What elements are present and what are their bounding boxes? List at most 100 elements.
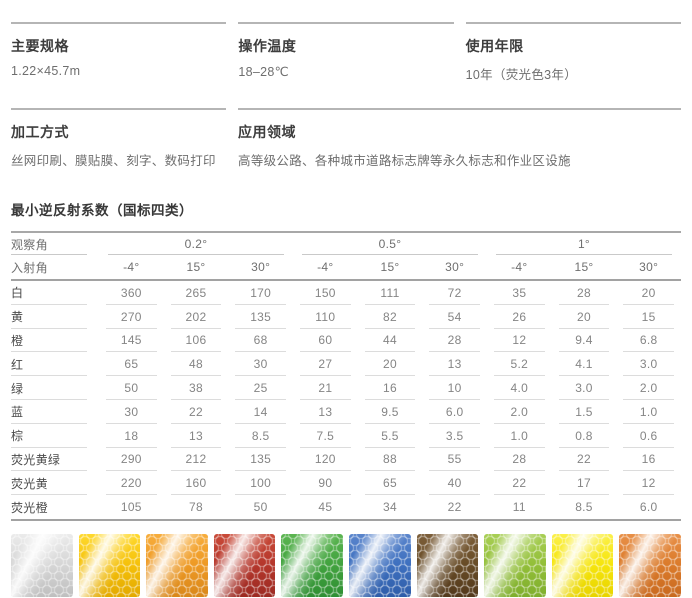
table-cell: 54	[422, 305, 487, 329]
swatch-white	[11, 533, 73, 597]
table-cell: 106	[164, 329, 229, 353]
row-label: 橙	[11, 329, 99, 353]
table-cell: 35	[487, 281, 552, 305]
swatch-column-green: 绿	[281, 533, 343, 598]
table-cell: 25	[228, 376, 293, 400]
table-cell: 30	[99, 400, 164, 424]
section-operating-temperature: 操作温度 18–28℃	[238, 22, 454, 83]
table-row: 红 65 48 30 27 20 13 5.2 4.1 3.0	[11, 352, 681, 376]
table-cell: 78	[189, 500, 203, 515]
entrance-angle-label: 入射角	[11, 260, 48, 275]
table-row: 黄 270 202 135 110 82 54 26 20 15	[11, 305, 681, 329]
swatch-orange	[146, 533, 208, 597]
table-cell: 11	[512, 500, 526, 515]
section-title: 应用领域	[238, 124, 297, 140]
table-cell: 44	[358, 329, 423, 353]
color-swatch-strip: 白黄橙红绿蓝棕荧光黄绿荧光黄荧光橙	[11, 533, 681, 598]
table-cell: 18	[99, 424, 164, 448]
entrance-angle-value: -4°	[317, 260, 334, 274]
observation-angle-value: 1°	[487, 233, 681, 255]
table-cell: 9.5	[358, 400, 423, 424]
swatch-column-fluorescent-yellow-green: 荧光黄绿	[484, 533, 546, 598]
table-cell: 30	[228, 352, 293, 376]
table-cell: 270	[99, 305, 164, 329]
table-cell: 2.0	[616, 376, 681, 400]
swatch-fluorescent-yellow-green	[484, 533, 546, 597]
row-label: 红	[11, 352, 99, 376]
swatch-column-yellow: 黄	[78, 533, 141, 598]
table-cell: 28	[487, 448, 552, 472]
swatch-green	[281, 533, 343, 597]
table-cell: 3.0	[552, 376, 617, 400]
table-cell: 20	[552, 305, 617, 329]
swatch-brown	[416, 533, 479, 597]
table-row: 白 360 265 170 150 111 72 35 28 20	[11, 281, 681, 305]
entrance-angle-value: 30°	[251, 260, 271, 274]
table-cell: 20	[616, 281, 681, 305]
table-row: 荧光橙 105 78 50 45 34 22 11 8.5 6.0	[11, 495, 681, 521]
table-cell: 22	[164, 400, 229, 424]
table-cell: 50	[99, 376, 164, 400]
observation-angle-value: 0.5°	[293, 233, 487, 255]
info-row-1: 主要规格 1.22×45.7m 操作温度 18–28℃ 使用年限 10年（荧光色…	[11, 22, 681, 83]
section-title: 使用年限	[465, 38, 524, 54]
table-cell: 8.5	[228, 424, 293, 448]
table-cell: 4.0	[487, 376, 552, 400]
observation-angle-label: 观察角	[11, 233, 99, 255]
table-cell: 28	[422, 329, 487, 353]
table-cell: 90	[293, 471, 358, 495]
table-cell: 22	[447, 500, 462, 515]
table-cell: 145	[99, 329, 164, 353]
table-cell: 5.2	[487, 352, 552, 376]
row-label: 蓝	[11, 400, 99, 424]
table-cell: 26	[487, 305, 552, 329]
row-label: 荧光橙	[11, 500, 48, 515]
entrance-angle-value: 15°	[380, 260, 400, 274]
table-cell: 45	[318, 500, 333, 515]
table-cell: 65	[99, 352, 164, 376]
table-cell: 105	[120, 500, 142, 515]
table-row: 荧光黄绿 290 212 135 120 88 55 28 22 16	[11, 448, 681, 472]
table-cell: 2.0	[487, 400, 552, 424]
table-cell: 360	[99, 281, 164, 305]
table-cell: 8.5	[575, 500, 593, 515]
table-row: 橙 145 106 68 60 44 28 12 9.4 6.8	[11, 329, 681, 353]
table-cell: 72	[422, 281, 487, 305]
table-cell: 0.8	[552, 424, 617, 448]
table-cell: 13	[164, 424, 229, 448]
table-cell: 3.0	[616, 352, 681, 376]
section-service-life: 使用年限 10年（荧光色3年）	[465, 22, 681, 83]
table-cell: 50	[253, 500, 268, 515]
table-row: 绿 50 38 25 21 16 10 4.0 3.0 2.0	[11, 376, 681, 400]
section-value: 18–28℃	[238, 65, 289, 79]
table-cell: 0.6	[616, 424, 681, 448]
table-cell: 170	[228, 281, 293, 305]
swatch-column-white: 白	[11, 533, 73, 598]
row-label: 荧光黄	[11, 471, 99, 495]
table-cell: 22	[552, 448, 617, 472]
table-cell: 88	[358, 448, 423, 472]
table-cell: 16	[616, 448, 681, 472]
table-cell: 220	[99, 471, 164, 495]
table-cell: 34	[383, 500, 397, 515]
swatch-red	[213, 533, 276, 597]
swatch-column-blue: 蓝	[348, 533, 411, 598]
row-label: 黄	[11, 305, 99, 329]
section-value: 1.22×45.7m	[11, 64, 81, 78]
swatch-column-orange: 橙	[146, 533, 208, 598]
swatch-column-fluorescent-yellow: 荧光黄	[551, 533, 614, 598]
table-cell: 202	[164, 305, 229, 329]
section-title: 主要规格	[11, 38, 69, 54]
observation-angle-row: 观察角 0.2° 0.5° 1°	[11, 233, 681, 255]
entrance-angle-value: -4°	[123, 260, 140, 274]
entrance-angle-row: 入射角 -4° 15° 30° -4° 15° 30° -4° 15° 30°	[11, 255, 681, 281]
table-cell: 40	[422, 471, 487, 495]
entrance-angle-value: 30°	[639, 260, 659, 274]
table-cell: 1.5	[552, 400, 617, 424]
table-cell: 60	[293, 329, 358, 353]
swatch-column-brown: 棕	[416, 533, 479, 598]
table-cell: 1.0	[616, 400, 681, 424]
table-cell: 55	[422, 448, 487, 472]
table-cell: 120	[293, 448, 358, 472]
entrance-angle-value: 30°	[445, 260, 465, 274]
